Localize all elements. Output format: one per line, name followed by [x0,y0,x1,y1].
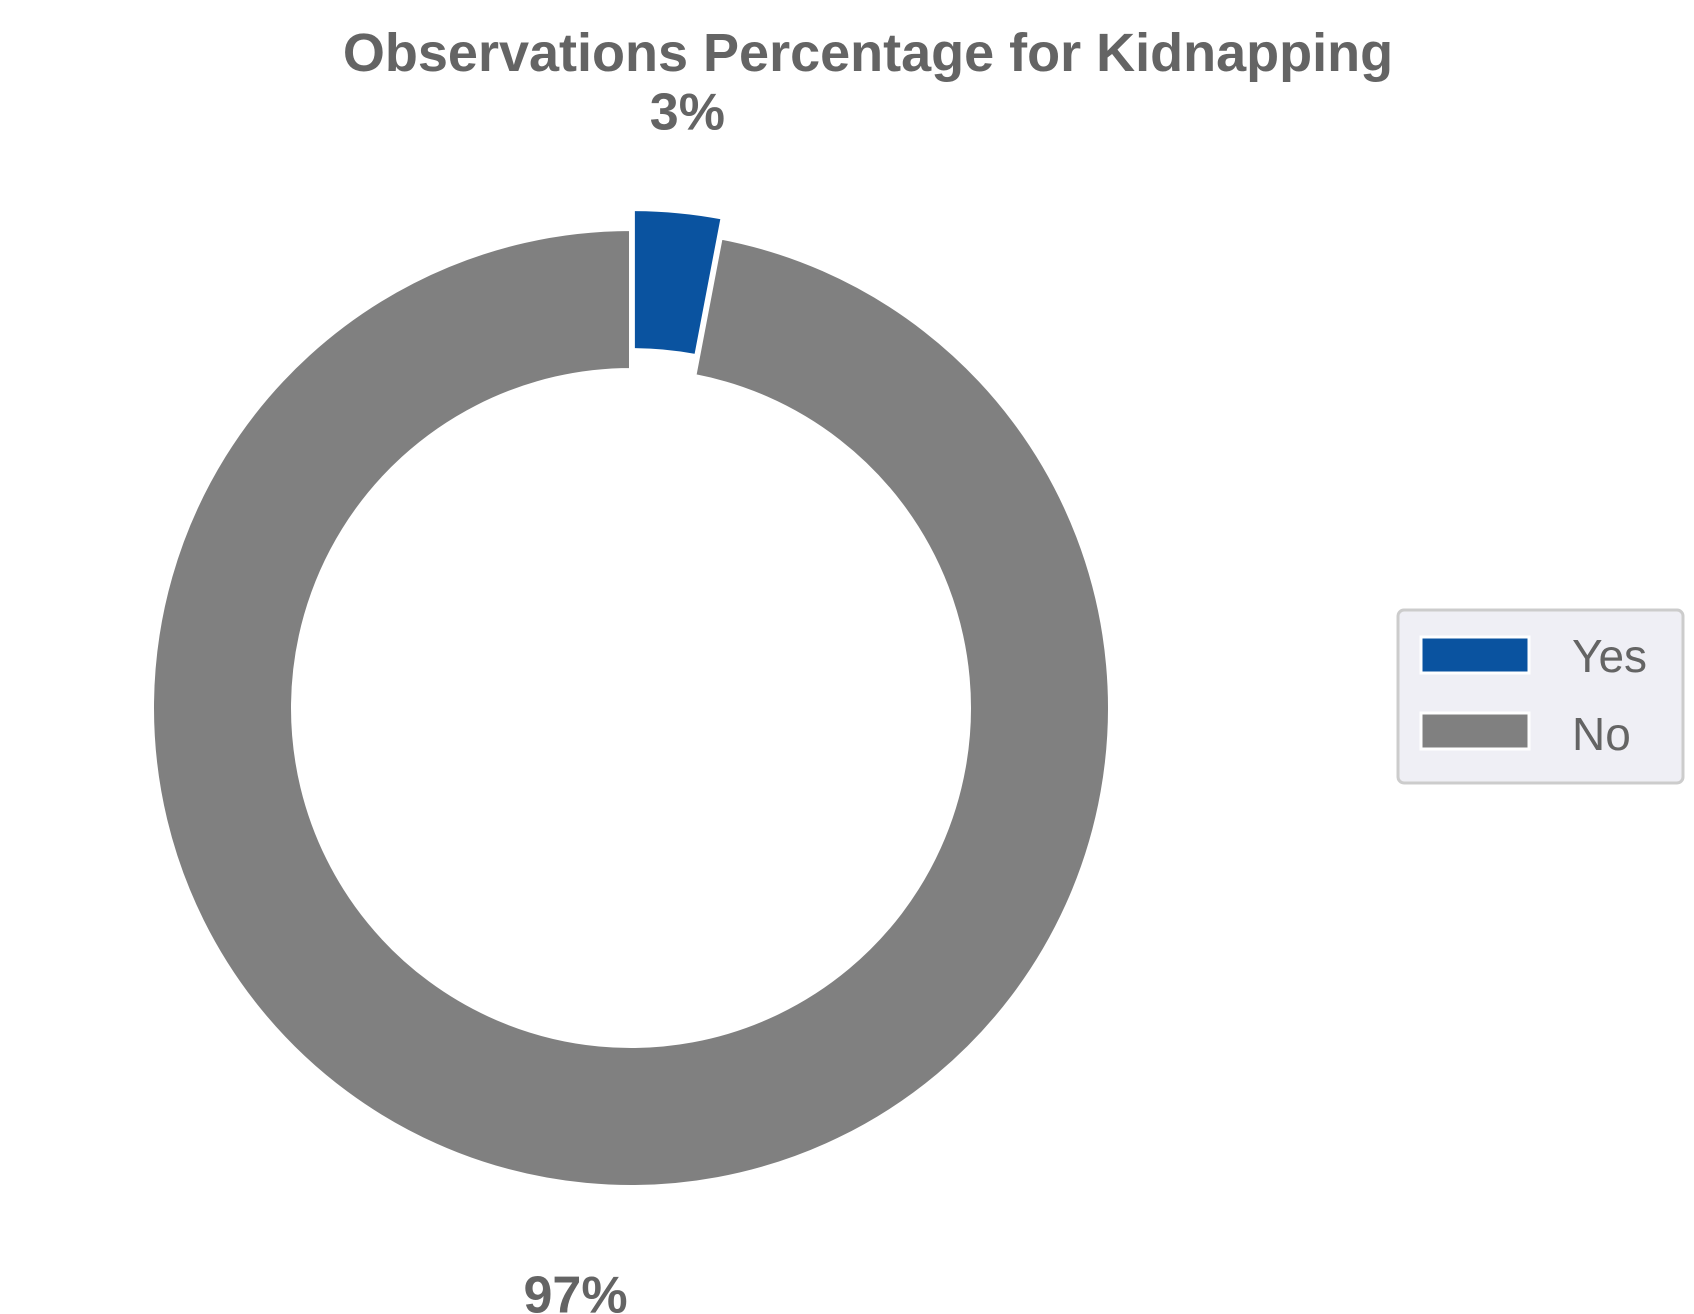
chart-title: Observations Percentage for Kidnapping [343,23,1393,83]
legend-swatch-yes [1419,635,1531,675]
slice-no [150,226,1112,1189]
pct-label-no: 97% [524,1266,628,1314]
legend-label-no: No [1572,708,1631,760]
legend-swatch-no [1419,711,1531,751]
percentage-labels: 3% 97% [524,84,725,1314]
donut-slices [150,207,1112,1189]
legend: Yes No [1396,608,1685,785]
pct-label-yes: 3% [650,84,725,142]
legend-label-yes: Yes [1572,630,1647,682]
